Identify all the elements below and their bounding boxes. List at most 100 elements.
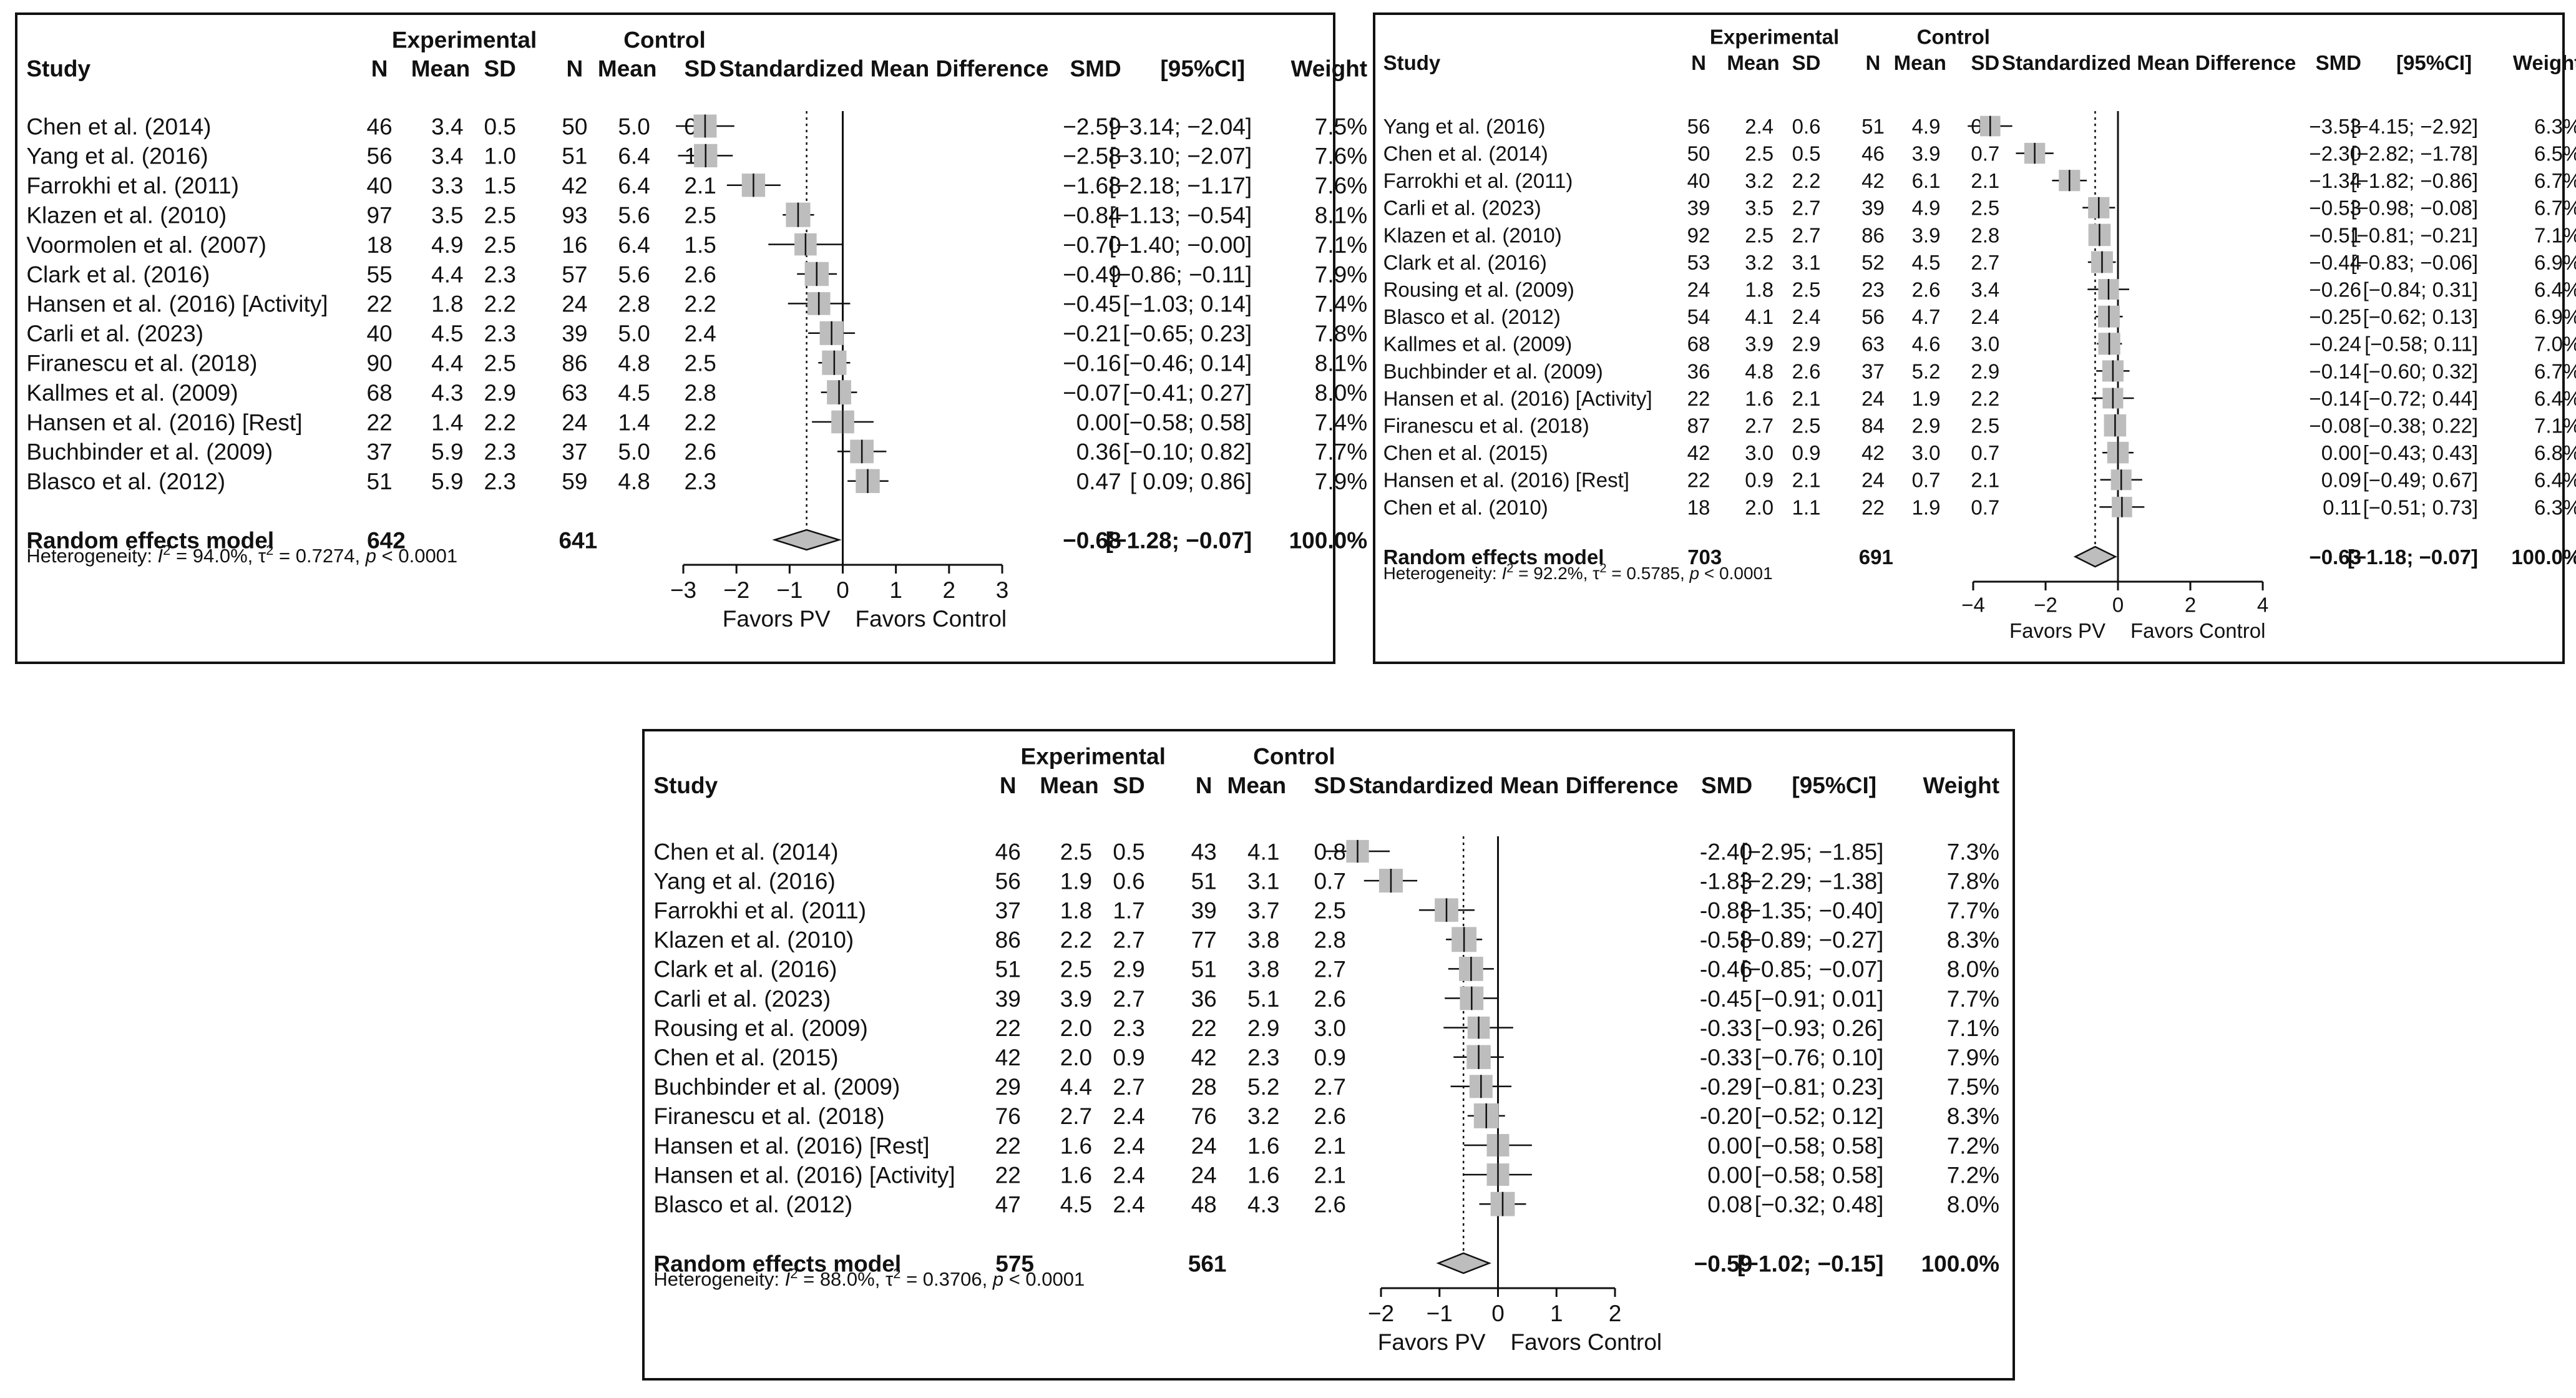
control-sd: 3.4 bbox=[1971, 278, 1999, 301]
ci-value: [−0.52; 0.12] bbox=[1755, 1103, 1884, 1129]
experimental-mean: 2.0 bbox=[1060, 1015, 1092, 1041]
control-sd: 2.4 bbox=[1971, 305, 1999, 328]
weight-value: 7.7% bbox=[1947, 986, 1999, 1012]
header-ci: [95%CI] bbox=[1792, 773, 1876, 798]
experimental-mean: 2.5 bbox=[1060, 957, 1092, 982]
control-n: 86 bbox=[562, 351, 587, 376]
summary-control-n: 641 bbox=[559, 527, 597, 553]
experimental-n: 56 bbox=[1687, 115, 1710, 138]
experimental-sd: 0.5 bbox=[484, 114, 515, 139]
experimental-n: 22 bbox=[367, 409, 393, 435]
experimental-sd: 0.9 bbox=[1792, 441, 1821, 464]
experimental-sd: 1.5 bbox=[484, 173, 515, 198]
ci-value: [−1.13; −0.54] bbox=[1110, 203, 1252, 228]
study-row: Carli et al. (2023) 39 3.5 2.7 39 4.9 2.5 −0.53… bbox=[1383, 197, 2576, 220]
header-smd: SMD bbox=[1070, 56, 1121, 82]
study-row: Voormolen et al. (2007) 18 4.9 2.5 16 6.4 1.5 −… bbox=[26, 232, 1367, 258]
weight-value: 6.7% bbox=[2534, 359, 2576, 383]
smd-value: −0.14 bbox=[2309, 359, 2361, 383]
experimental-sd: 2.2 bbox=[1792, 169, 1821, 192]
experimental-n: 87 bbox=[1687, 414, 1710, 437]
weight-value: 6.7% bbox=[2534, 169, 2576, 192]
experimental-n: 68 bbox=[367, 380, 393, 406]
experimental-sd: 1.7 bbox=[1113, 898, 1144, 924]
summary-diamond bbox=[1436, 1252, 1491, 1274]
header-group-experimental: Experimental bbox=[1021, 744, 1166, 770]
control-mean: 1.6 bbox=[1247, 1133, 1279, 1158]
control-mean: 4.9 bbox=[1912, 115, 1941, 138]
experimental-mean: 3.5 bbox=[1745, 197, 1773, 220]
control-sd: 2.6 bbox=[1314, 986, 1345, 1012]
smd-value: 0.00 bbox=[1707, 1133, 1752, 1158]
header-weight: Weight bbox=[1290, 56, 1367, 82]
ci-value: [−0.98; −0.08] bbox=[2351, 197, 2478, 220]
experimental-sd: 3.1 bbox=[1792, 251, 1821, 274]
control-mean: 4.3 bbox=[1247, 1192, 1279, 1218]
experimental-sd: 2.5 bbox=[484, 203, 515, 228]
experimental-n: 46 bbox=[995, 839, 1021, 864]
experimental-mean: 2.2 bbox=[1060, 927, 1092, 953]
x-tick-label: 1 bbox=[1550, 1301, 1563, 1326]
experimental-sd: 0.5 bbox=[1792, 142, 1821, 165]
ci-value: [−0.85; −0.07] bbox=[1741, 957, 1883, 982]
study-name: Klazen et al. (2010) bbox=[653, 927, 854, 953]
weight-value: 8.3% bbox=[1947, 927, 1999, 953]
ci-value: [−0.58; 0.58] bbox=[1755, 1162, 1884, 1188]
ci-value: [−0.76; 0.10] bbox=[1755, 1045, 1884, 1070]
study-row: Rousing et al. (2009) 22 2.0 2.3 22 2.9 3.0 -0.… bbox=[653, 1015, 1999, 1041]
control-n: 37 bbox=[1861, 359, 1885, 383]
smd-value: −2.30 bbox=[2309, 142, 2361, 165]
favors-right-label: Favors Control bbox=[1511, 1329, 1662, 1355]
experimental-mean: 5.9 bbox=[431, 469, 463, 494]
study-name: Chen et al. (2014) bbox=[653, 839, 838, 864]
experimental-sd: 2.2 bbox=[484, 409, 515, 435]
experimental-mean: 2.0 bbox=[1060, 1045, 1092, 1070]
control-n: 52 bbox=[1861, 251, 1885, 274]
ci-value: [−1.03; 0.14] bbox=[1123, 291, 1252, 317]
smd-value: −0.51 bbox=[2309, 223, 2361, 247]
control-mean: 5.0 bbox=[618, 439, 650, 465]
control-n: 51 bbox=[562, 144, 587, 169]
summary-experimental-n: 575 bbox=[995, 1251, 1034, 1276]
control-n: 84 bbox=[1861, 414, 1885, 437]
smd-value: -0.33 bbox=[1700, 1045, 1752, 1070]
control-n: 51 bbox=[1191, 957, 1217, 982]
control-n: 24 bbox=[1861, 469, 1885, 492]
experimental-sd: 2.5 bbox=[1792, 414, 1821, 437]
study-name: Carli et al. (2023) bbox=[653, 986, 831, 1012]
weight-value: 7.8% bbox=[1947, 868, 1999, 894]
experimental-n: 22 bbox=[995, 1015, 1021, 1041]
ci-value: [−0.49; 0.67] bbox=[2363, 469, 2478, 492]
study-row: Yang et al. (2016)562.40.6514.90.8−3.53[… bbox=[1383, 115, 2576, 138]
smd-value: −0.45 bbox=[1063, 291, 1121, 317]
weight-value: 7.1% bbox=[1947, 1015, 1999, 1041]
experimental-n: 40 bbox=[367, 321, 393, 346]
summary-ci: [−1.02; −0.15] bbox=[1737, 1251, 1883, 1276]
ci-value: [−0.41; 0.27] bbox=[1123, 380, 1252, 406]
experimental-sd: 2.4 bbox=[1113, 1103, 1144, 1129]
summary-smd: −0.59 bbox=[1694, 1251, 1753, 1276]
control-mean: 4.6 bbox=[1912, 333, 1941, 356]
weight-value: 6.4% bbox=[2534, 469, 2576, 492]
experimental-n: 18 bbox=[367, 232, 393, 258]
experimental-mean: 2.0 bbox=[1745, 496, 1773, 519]
study-row: Clark et al. (2016) 51 2.5 2.9 51 3.8 2.7 -0.46… bbox=[653, 957, 1999, 982]
smd-value: −1.68 bbox=[1063, 173, 1121, 198]
control-n: 23 bbox=[1861, 278, 1885, 301]
x-tick-label: −2 bbox=[2034, 594, 2057, 617]
control-mean: 0.7 bbox=[1912, 469, 1941, 492]
control-sd: 2.1 bbox=[1971, 169, 1999, 192]
header-study: Study bbox=[1383, 51, 1441, 74]
experimental-sd: 2.7 bbox=[1113, 1074, 1144, 1100]
experimental-n: 42 bbox=[995, 1045, 1021, 1070]
smd-value: −1.34 bbox=[2309, 169, 2361, 192]
control-n: 24 bbox=[562, 291, 587, 317]
experimental-sd: 2.1 bbox=[1792, 387, 1821, 410]
control-sd: 2.8 bbox=[1971, 223, 1999, 247]
weight-value: 7.9% bbox=[1315, 469, 1367, 494]
experimental-mean: 1.9 bbox=[1060, 868, 1092, 894]
control-sd: 0.7 bbox=[1314, 868, 1345, 894]
ci-value: [−0.62; 0.13] bbox=[2363, 305, 2478, 328]
ci-value: [−0.84; 0.31] bbox=[2363, 278, 2478, 301]
panel-frame bbox=[1373, 12, 2565, 664]
